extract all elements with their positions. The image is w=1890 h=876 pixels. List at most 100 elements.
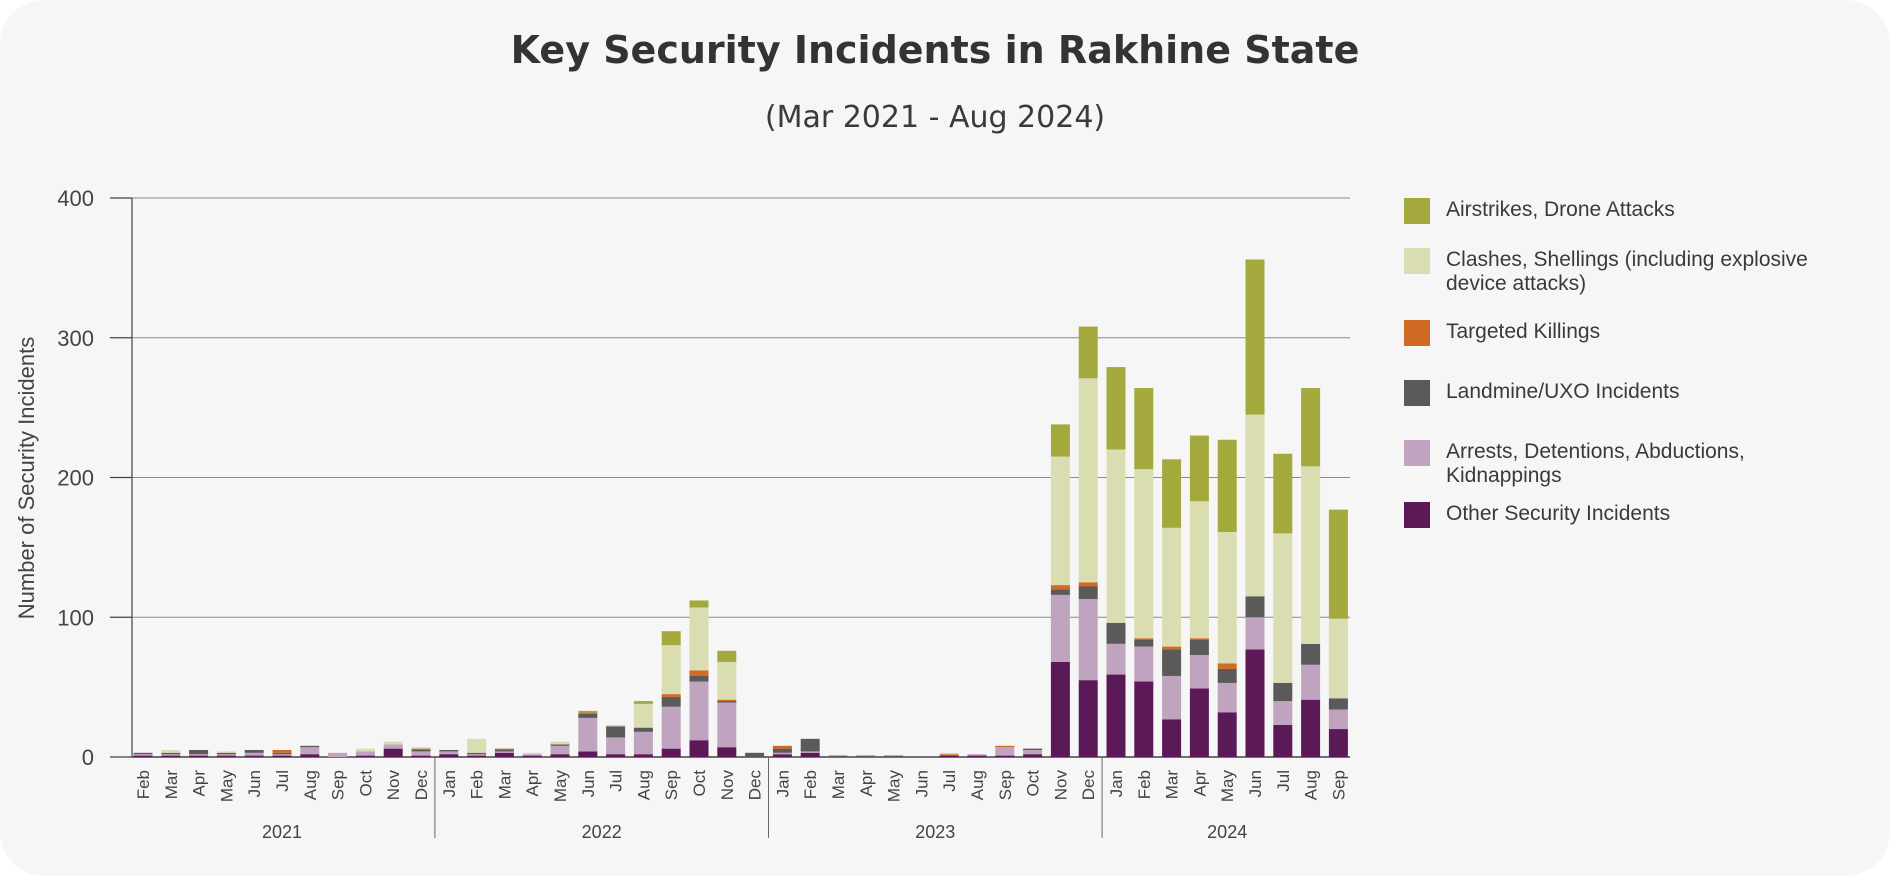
bar-segment-arrests-detentions-abductions-kidnappings bbox=[216, 754, 236, 756]
year-label: 2022 bbox=[582, 822, 622, 842]
x-tick-label: May bbox=[1218, 770, 1237, 803]
bar-segment-other-security-incidents bbox=[1023, 754, 1043, 757]
legend-swatch bbox=[1404, 440, 1430, 466]
bar-segment-other-security-incidents bbox=[1189, 688, 1209, 757]
bar-segment-arrests-detentions-abductions-kidnappings bbox=[1273, 701, 1293, 725]
bar-segment-landmine-uxo-incidents bbox=[550, 744, 570, 746]
bar-segment-clashes-shellings-including-explosive-device-attacks bbox=[1301, 466, 1321, 644]
bar-segment-arrests-detentions-abductions-kidnappings bbox=[1023, 750, 1043, 755]
legend-swatch bbox=[1404, 248, 1430, 274]
bar-segment-targeted-killings bbox=[578, 712, 598, 714]
bar-segment-arrests-detentions-abductions-kidnappings bbox=[633, 731, 653, 755]
bar-segment-arrests-detentions-abductions-kidnappings bbox=[1301, 664, 1321, 700]
bar-segment-other-security-incidents bbox=[272, 755, 292, 757]
bar-segment-landmine-uxo-incidents bbox=[494, 750, 514, 752]
bar-segment-arrests-detentions-abductions-kidnappings bbox=[689, 681, 709, 741]
x-tick-label: Feb bbox=[801, 770, 820, 799]
bar-segment-landmine-uxo-incidents bbox=[189, 750, 209, 755]
x-tick-label: Aug bbox=[1302, 770, 1321, 800]
bar-segment-other-security-incidents bbox=[300, 754, 320, 757]
x-tick-label: Jan bbox=[440, 770, 459, 797]
x-tick-label: Mar bbox=[829, 770, 848, 800]
bar-segment-targeted-killings bbox=[995, 745, 1015, 748]
bar-segment-arrests-detentions-abductions-kidnappings bbox=[355, 751, 375, 756]
x-tick-label: Jun bbox=[912, 770, 931, 797]
bar-segment-targeted-killings bbox=[1162, 646, 1182, 650]
bar-segment-other-security-incidents bbox=[244, 755, 264, 757]
bar-segment-other-security-incidents bbox=[633, 754, 653, 757]
x-tick-label: Oct bbox=[1024, 770, 1043, 797]
bar-segment-airstrikes-drone-attacks bbox=[1078, 326, 1098, 379]
bar-segment-arrests-detentions-abductions-kidnappings bbox=[800, 751, 820, 753]
bar-segment-other-security-incidents bbox=[606, 754, 626, 757]
bar-segment-arrests-detentions-abductions-kidnappings bbox=[189, 754, 209, 756]
x-tick-label: May bbox=[551, 770, 570, 803]
bar-segment-arrests-detentions-abductions-kidnappings bbox=[606, 737, 626, 755]
bar-segment-clashes-shellings-including-explosive-device-attacks bbox=[689, 607, 709, 671]
bar-segment-airstrikes-drone-attacks bbox=[1189, 435, 1209, 502]
bar-segment-arrests-detentions-abductions-kidnappings bbox=[1217, 682, 1237, 713]
bar-segment-other-security-incidents bbox=[717, 747, 737, 757]
x-tick-label: Jul bbox=[607, 770, 626, 792]
x-tick-label: Feb bbox=[1135, 770, 1154, 799]
bar-segment-clashes-shellings-including-explosive-device-attacks bbox=[1050, 456, 1070, 586]
x-tick-label: Aug bbox=[301, 770, 320, 800]
bar-segment-arrests-detentions-abductions-kidnappings bbox=[550, 745, 570, 755]
bar-segment-other-security-incidents bbox=[216, 755, 236, 757]
bar-segment-landmine-uxo-incidents bbox=[633, 727, 653, 732]
bar-segment-arrests-detentions-abductions-kidnappings bbox=[1189, 654, 1209, 689]
bar-segment-other-security-incidents bbox=[995, 755, 1015, 757]
bar-segment-clashes-shellings-including-explosive-device-attacks bbox=[661, 645, 681, 695]
bar-segment-clashes-shellings-including-explosive-device-attacks bbox=[1328, 618, 1348, 699]
bar-segment-other-security-incidents bbox=[550, 754, 570, 757]
y-tick-label: 100 bbox=[57, 605, 94, 630]
bar-segment-arrests-detentions-abductions-kidnappings bbox=[1134, 646, 1154, 682]
bar-segment-arrests-detentions-abductions-kidnappings bbox=[1162, 675, 1182, 720]
legend-label: Arrests, Detentions, Abductions, Kidnapp… bbox=[1446, 440, 1745, 487]
bar-segment-airstrikes-drone-attacks bbox=[1245, 259, 1265, 415]
bar-segment-airstrikes-drone-attacks bbox=[633, 701, 653, 704]
x-tick-label: Mar bbox=[1163, 770, 1182, 800]
bar-segment-clashes-shellings-including-explosive-device-attacks bbox=[717, 661, 737, 700]
bar-segment-other-security-incidents bbox=[939, 755, 959, 757]
bar-segment-other-security-incidents bbox=[355, 755, 375, 757]
y-tick-label: 0 bbox=[82, 745, 94, 770]
bar-segment-targeted-killings bbox=[717, 699, 737, 702]
bar-segment-targeted-killings bbox=[772, 745, 792, 749]
bar-segment-landmine-uxo-incidents bbox=[1106, 622, 1126, 644]
bar-segment-other-security-incidents bbox=[1050, 661, 1070, 757]
bar-segment-airstrikes-drone-attacks bbox=[1217, 439, 1237, 533]
legend-swatch bbox=[1404, 502, 1430, 528]
bar-segment-other-security-incidents bbox=[1134, 681, 1154, 757]
x-tick-label: Feb bbox=[468, 770, 487, 799]
x-tick-label: Apr bbox=[190, 770, 209, 797]
bar-segment-targeted-killings bbox=[689, 670, 709, 676]
bar-segment-targeted-killings bbox=[411, 748, 431, 751]
bar-segment-landmine-uxo-incidents bbox=[745, 752, 765, 757]
bar-segment-other-security-incidents bbox=[494, 752, 514, 757]
bar-segment-airstrikes-drone-attacks bbox=[578, 710, 598, 713]
bar-segment-clashes-shellings-including-explosive-device-attacks bbox=[1162, 527, 1182, 647]
bar-segment-arrests-detentions-abductions-kidnappings bbox=[1245, 617, 1265, 650]
bar-segment-other-security-incidents bbox=[383, 748, 403, 757]
x-tick-label: Jun bbox=[1246, 770, 1265, 797]
bar-segment-arrests-detentions-abductions-kidnappings bbox=[1078, 599, 1098, 681]
bar-segment-landmine-uxo-incidents bbox=[467, 752, 487, 755]
bar-segment-other-security-incidents bbox=[1217, 712, 1237, 757]
bar-segment-arrests-detentions-abductions-kidnappings bbox=[411, 751, 431, 756]
bar-segment-arrests-detentions-abductions-kidnappings bbox=[300, 747, 320, 755]
bar-segment-clashes-shellings-including-explosive-device-attacks bbox=[1189, 501, 1209, 639]
x-tick-label: Jan bbox=[773, 770, 792, 797]
bar-segment-clashes-shellings-including-explosive-device-attacks bbox=[355, 748, 375, 752]
bar-segment-clashes-shellings-including-explosive-device-attacks bbox=[161, 750, 181, 753]
x-tick-label: Mar bbox=[495, 770, 514, 800]
bar-segment-landmine-uxo-incidents bbox=[216, 752, 236, 755]
bar-segment-targeted-killings bbox=[661, 694, 681, 697]
bar-segment-landmine-uxo-incidents bbox=[772, 748, 792, 753]
bar-segment-arrests-detentions-abductions-kidnappings bbox=[383, 744, 403, 749]
x-tick-label: May bbox=[885, 770, 904, 803]
x-tick-label: Jun bbox=[245, 770, 264, 797]
bar-segment-other-security-incidents bbox=[1162, 719, 1182, 757]
bar-segment-other-security-incidents bbox=[661, 748, 681, 757]
x-tick-label: Dec bbox=[1079, 770, 1098, 801]
